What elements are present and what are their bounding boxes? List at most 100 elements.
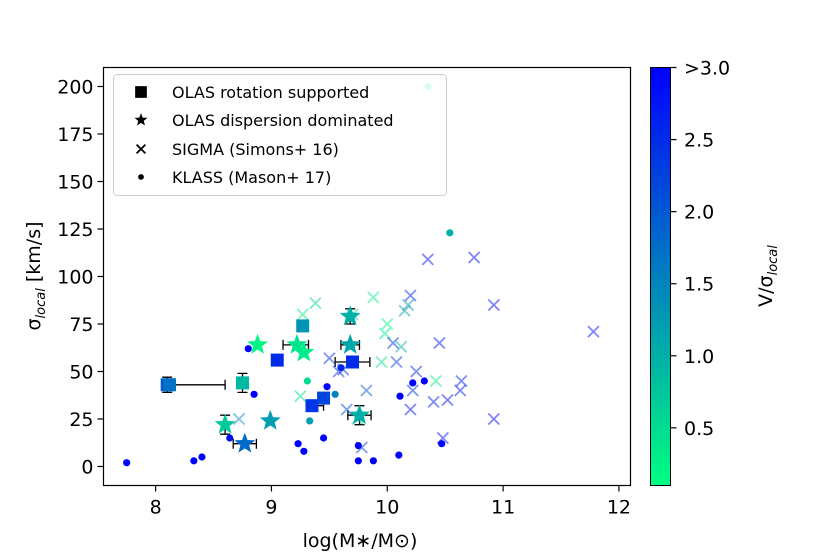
colorbar-tick-label-2: 1.5 <box>684 274 714 296</box>
point-star-3 <box>259 409 281 430</box>
point-square-7 <box>346 355 360 369</box>
point-x-4 <box>323 352 336 365</box>
point-dot-18 <box>396 392 404 400</box>
x-tick-label-4: 12 <box>607 497 631 519</box>
colorbar-label-main: V/σ <box>755 275 777 306</box>
x-tick-label-2: 10 <box>375 497 399 519</box>
point-dot-16 <box>369 457 377 465</box>
point-square-3 <box>270 353 284 367</box>
y-tick-label-8: 200 <box>57 77 93 99</box>
point-star-8 <box>349 404 370 425</box>
point-dot-20 <box>420 377 428 385</box>
legend-label-klass: KLASS (Mason+ 17) <box>172 168 331 187</box>
svg-text:σlocal [km/s]: σlocal [km/s] <box>23 221 49 330</box>
point-dot-5 <box>250 390 258 398</box>
y-tick-label-5: 125 <box>57 219 93 241</box>
colorbar-tick-label-4: 2.5 <box>684 130 714 152</box>
point-x-18 <box>398 304 411 317</box>
legend-label-olas-rotation: OLAS rotation supported <box>172 83 369 102</box>
point-x-22 <box>410 365 423 378</box>
axes: 8 9 10 11 12 0 25 50 75 100 125 150 175 200 <box>57 77 631 519</box>
data-points <box>123 82 600 467</box>
legend-frame <box>113 74 447 196</box>
point-dot-6 <box>294 440 302 448</box>
point-dot-19 <box>409 379 417 387</box>
svg-text:V/σlocal: V/σlocal <box>755 245 781 307</box>
point-x-7 <box>340 403 353 416</box>
point-x-2 <box>309 296 322 310</box>
y-axis-label-units: [km/s] <box>23 221 45 288</box>
point-dot-14 <box>354 442 362 450</box>
point-x-3 <box>294 390 307 403</box>
point-star-4 <box>286 333 308 354</box>
point-x-11 <box>360 384 373 397</box>
point-x-32 <box>455 374 468 388</box>
point-dot-10 <box>319 434 328 442</box>
point-dot-11 <box>323 383 331 391</box>
y-tick-label-6: 150 <box>57 172 93 194</box>
point-dot-1 <box>190 457 198 465</box>
point-square-5 <box>305 399 319 413</box>
point-square-4 <box>296 319 310 333</box>
point-x-33 <box>468 251 481 264</box>
point-x-13 <box>375 355 388 369</box>
point-star-5 <box>293 341 315 362</box>
point-star-7 <box>339 305 361 326</box>
point-dot-3 <box>226 434 234 442</box>
legend-label-olas-dispersion: OLAS dispersion dominated <box>172 111 394 130</box>
colorbar-tick-label-5: >3.0 <box>684 58 730 80</box>
legend-label-sigma: SIGMA (Simons+ 16) <box>172 140 339 159</box>
point-dot-21 <box>438 440 446 448</box>
point-square-1 <box>163 378 177 392</box>
point-dot-23 <box>446 229 454 237</box>
point-x-25 <box>421 253 434 266</box>
point-dot-12 <box>331 390 339 398</box>
legend: OLAS rotation supported OLAS dispersion … <box>113 74 447 196</box>
y-tick-label-0: 0 <box>81 457 93 479</box>
point-x-16 <box>386 336 400 350</box>
point-x-19 <box>401 298 415 312</box>
y-axis-label: σlocal [km/s] <box>23 221 49 330</box>
point-x-24 <box>390 355 403 369</box>
point-star-6 <box>339 333 361 354</box>
point-x-36 <box>587 325 600 338</box>
point-x-34 <box>487 298 500 312</box>
point-x-21 <box>406 384 419 397</box>
point-star-1 <box>234 432 256 453</box>
colorbar-tick-label-1: 1.0 <box>684 346 714 368</box>
legend-marker-x <box>135 143 147 155</box>
y-tick-label-2: 50 <box>69 362 93 384</box>
point-x-35 <box>487 412 500 426</box>
point-x-12 <box>367 291 380 304</box>
x-tick-label-1: 9 <box>265 497 277 519</box>
point-x-27 <box>427 395 440 409</box>
point-x-0 <box>232 412 246 426</box>
point-square-2 <box>235 376 249 390</box>
point-dot-9 <box>306 417 314 425</box>
point-dot-4 <box>244 345 252 353</box>
point-x-14 <box>378 327 392 340</box>
colorbar-gradient <box>650 67 671 486</box>
y-tick-label-7: 175 <box>57 124 93 146</box>
point-dot-7 <box>300 447 308 455</box>
point-star-2 <box>247 333 269 354</box>
point-x-1 <box>296 308 309 321</box>
legend-marker-dot <box>138 174 144 180</box>
point-dot-15 <box>354 457 362 465</box>
x-tick-label-0: 8 <box>150 497 162 519</box>
point-x-17 <box>395 340 408 353</box>
colorbar-tick-label-3: 2.0 <box>684 202 714 224</box>
point-x-26 <box>429 374 443 388</box>
point-star-0 <box>214 413 236 434</box>
point-dot-8 <box>303 377 311 385</box>
y-tick-label-1: 25 <box>69 409 93 431</box>
point-square-6 <box>317 391 331 405</box>
point-dot-17 <box>395 451 403 459</box>
y-tick-label-3: 75 <box>69 314 93 336</box>
legend-marker-star <box>134 113 148 126</box>
legend-marker-square <box>135 86 147 98</box>
y-axis-label-subscript: local <box>34 288 49 319</box>
point-x-15 <box>381 317 394 331</box>
colorbar-label-subscript: local <box>766 245 781 276</box>
